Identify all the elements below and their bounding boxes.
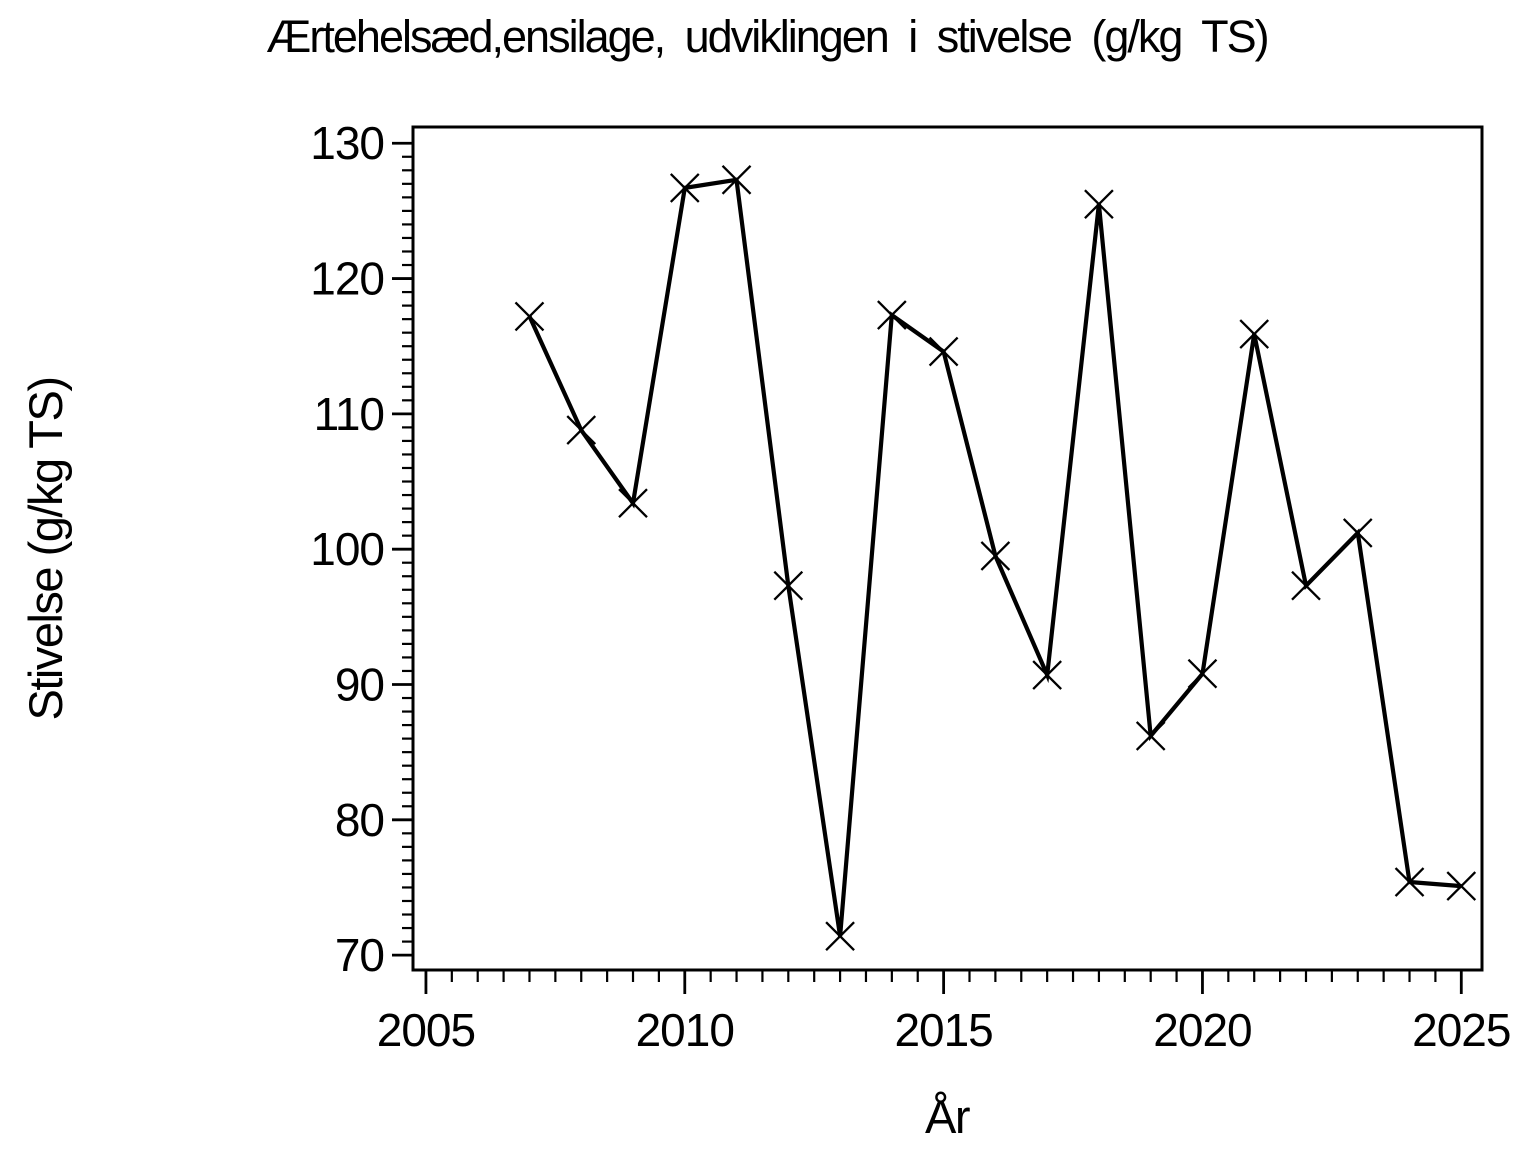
data-point-marker	[825, 921, 855, 951]
data-point-marker	[1394, 867, 1425, 897]
data-point-marker	[1032, 660, 1062, 690]
marker-stroke	[669, 173, 700, 203]
marker-stroke	[1446, 871, 1477, 901]
data-point-marker	[1446, 871, 1477, 901]
y-tick-label: 70	[335, 929, 384, 981]
data-point-marker	[721, 164, 752, 195]
x-tick-label: 2025	[1412, 1004, 1510, 1056]
marker-stroke	[1291, 570, 1321, 601]
marker-stroke	[1342, 518, 1373, 548]
data-point-marker	[1291, 570, 1321, 601]
marker-stroke	[877, 300, 907, 330]
y-tick-label: 80	[335, 794, 384, 846]
x-tick-label: 2020	[1153, 1004, 1251, 1056]
data-point-marker	[980, 541, 1011, 571]
marker-stroke	[1187, 658, 1218, 689]
y-tick-label: 120	[310, 253, 384, 305]
y-axis-label: Stivelse (g/kg TS)	[19, 377, 72, 720]
data-point-marker	[1187, 658, 1218, 689]
x-tick-label: 2005	[377, 1004, 475, 1056]
marker-stroke	[618, 488, 648, 518]
plot-frame	[411, 125, 1484, 972]
axis-tick-labels: 70 80 90 100 110 120 130 2005 2010 2015 2020 2025	[310, 117, 1511, 1056]
data-point-marker	[1084, 189, 1114, 219]
marker-stroke	[1084, 189, 1114, 219]
data-point-marker	[877, 300, 907, 330]
marker-stroke	[773, 570, 804, 601]
marker-stroke	[1239, 319, 1270, 349]
chart-title: Ærtehelsæd,ensilage, udviklingen i stive…	[266, 11, 1267, 62]
data-point-marker	[773, 570, 804, 601]
data-series	[514, 164, 1477, 951]
data-point-marker	[618, 488, 648, 518]
marker-stroke	[1394, 867, 1425, 897]
marker-stroke	[514, 301, 545, 332]
marker-stroke	[928, 336, 959, 367]
marker-stroke	[721, 164, 752, 195]
y-tick-label: 100	[310, 523, 384, 575]
y-tick-label: 130	[310, 117, 384, 169]
axis-ticks	[392, 141, 1463, 994]
x-axis-label: År	[925, 1090, 970, 1143]
data-point-marker	[1239, 319, 1270, 349]
data-point-marker	[566, 415, 597, 445]
x-tick-label: 2010	[636, 1004, 734, 1056]
data-point-marker	[669, 173, 700, 203]
marker-stroke	[1135, 721, 1166, 751]
data-point-marker	[1342, 518, 1373, 548]
data-point-marker	[1135, 721, 1166, 751]
marker-stroke	[566, 415, 597, 445]
y-tick-label: 90	[335, 658, 384, 710]
data-point-marker	[928, 336, 959, 367]
marker-stroke	[1032, 660, 1062, 690]
data-point-marker	[514, 301, 545, 332]
y-tick-label: 110	[314, 388, 384, 440]
marker-stroke	[825, 921, 855, 951]
marker-stroke	[980, 541, 1011, 571]
data-line	[527, 177, 1462, 937]
x-tick-label: 2015	[894, 1004, 992, 1056]
